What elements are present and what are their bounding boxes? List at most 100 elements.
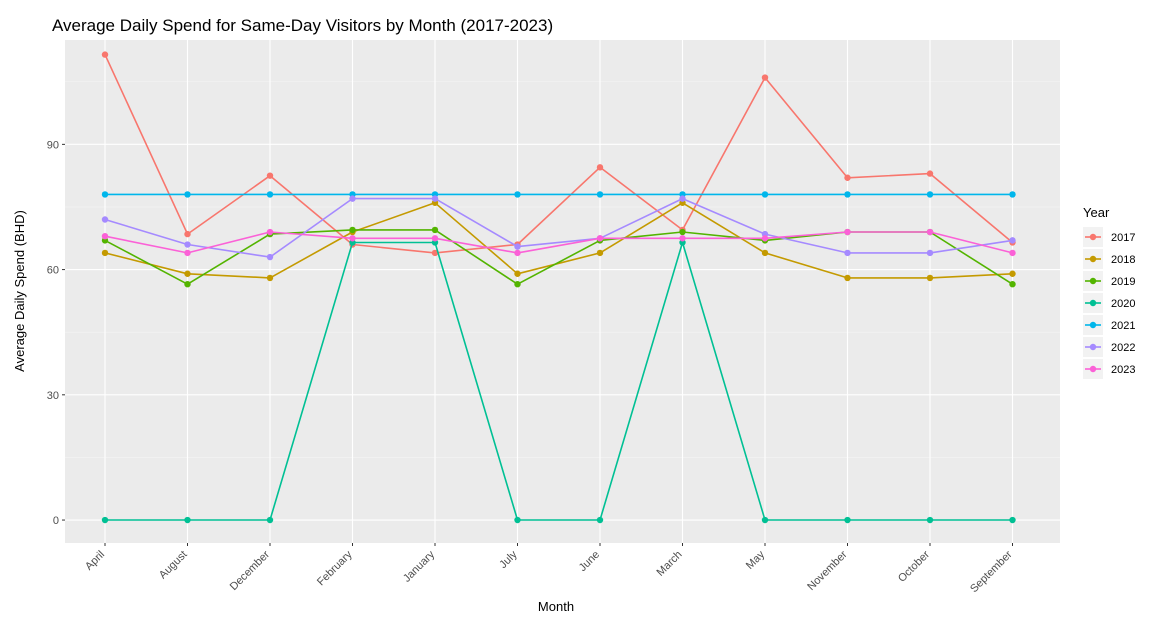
- data-point: [184, 230, 191, 238]
- data-point: [514, 516, 521, 524]
- data-point: [349, 235, 356, 242]
- legend-label: 2019: [1111, 276, 1135, 288]
- data-point: [101, 249, 109, 257]
- data-point: [1009, 516, 1016, 524]
- legend-label: 2017: [1111, 232, 1135, 244]
- data-point: [1009, 191, 1016, 198]
- legend-item-2019: 2019: [1083, 271, 1135, 291]
- data-point: [349, 226, 356, 234]
- legend-item-2021: 2021: [1083, 315, 1135, 335]
- x-axis-title: Month: [538, 599, 574, 614]
- data-point: [184, 191, 191, 198]
- data-point: [266, 228, 274, 236]
- data-point: [266, 516, 274, 524]
- legend-label: 2020: [1111, 298, 1135, 310]
- legend-item-2023: 2023: [1083, 359, 1135, 379]
- data-point: [926, 249, 934, 257]
- legend-item-2017: 2017: [1083, 227, 1135, 247]
- data-point: [1009, 237, 1016, 244]
- data-point: [1009, 249, 1016, 257]
- series-line: [104, 231, 1013, 254]
- series-layer: [101, 51, 1016, 524]
- legend-label: 2021: [1111, 320, 1135, 332]
- chart-title: Average Daily Spend for Same-Day Visitor…: [52, 16, 553, 35]
- series-2023: [101, 228, 1016, 257]
- data-point: [101, 191, 109, 198]
- data-point: [761, 249, 769, 257]
- data-point: [101, 51, 109, 58]
- legend-item-2018: 2018: [1083, 249, 1135, 269]
- data-point: [266, 253, 274, 261]
- legend-items: 2017 2018 2019 2020 2021 2022 2023: [1083, 227, 1135, 379]
- data-point: [184, 241, 191, 248]
- legend-key-point: [1089, 233, 1097, 241]
- x-tick-label: March: [655, 549, 685, 579]
- data-point: [184, 516, 191, 524]
- data-point: [101, 232, 109, 240]
- data-point: [761, 74, 769, 81]
- x-tick-label: June: [577, 549, 602, 574]
- legend-key-point: [1089, 365, 1097, 373]
- data-point: [844, 516, 851, 524]
- data-point: [679, 235, 686, 242]
- y-axis-ticks: 0 30 60 90: [47, 139, 65, 527]
- y-tick-label: 30: [47, 390, 59, 402]
- series-line: [105, 241, 1013, 521]
- data-point: [431, 235, 439, 242]
- y-axis-title: Average Daily Spend (BHD): [12, 210, 27, 372]
- data-point: [514, 280, 521, 288]
- x-tick-label: July: [497, 548, 520, 571]
- data-point: [184, 270, 191, 277]
- data-point: [926, 191, 934, 198]
- y-tick-label: 90: [47, 139, 59, 151]
- data-point: [349, 195, 356, 202]
- data-point: [101, 516, 109, 524]
- data-point: [844, 191, 851, 198]
- x-tick-label: December: [228, 548, 273, 593]
- data-point: [761, 191, 769, 198]
- data-point: [761, 516, 769, 524]
- x-tick-label: September: [968, 548, 1015, 595]
- data-point: [101, 216, 109, 223]
- data-point: [926, 274, 934, 282]
- data-point: [596, 516, 604, 524]
- data-point: [266, 274, 274, 282]
- y-tick-label: 0: [53, 515, 59, 527]
- series-line: [104, 202, 1013, 279]
- data-point: [596, 164, 604, 171]
- x-tick-label: April: [83, 549, 107, 573]
- data-point: [844, 174, 851, 181]
- data-point: [926, 228, 934, 236]
- series-2020: [101, 239, 1016, 524]
- legend-key-point: [1089, 277, 1097, 285]
- data-point: [679, 228, 686, 236]
- data-point: [844, 249, 851, 257]
- data-point: [1009, 280, 1016, 288]
- data-point: [184, 280, 191, 288]
- data-point: [514, 243, 521, 250]
- legend-key-point: [1089, 343, 1097, 351]
- data-point: [926, 170, 934, 177]
- data-point: [266, 191, 274, 198]
- data-point: [596, 235, 604, 242]
- data-point: [926, 516, 934, 524]
- series-2021: [101, 191, 1016, 198]
- x-tick-label: January: [401, 548, 438, 585]
- legend: Year 2017 2018 2019 2020 2021 2022 2023: [1083, 205, 1135, 379]
- x-tick-label: August: [157, 549, 190, 582]
- legend-item-2022: 2022: [1083, 337, 1135, 357]
- plot-panel: [65, 40, 1060, 543]
- data-point: [514, 191, 521, 198]
- y-tick-label: 60: [47, 265, 59, 277]
- legend-key-point: [1089, 299, 1097, 307]
- data-point: [761, 235, 769, 242]
- data-point: [679, 195, 686, 202]
- data-point: [514, 249, 521, 257]
- x-tick-label: October: [896, 548, 932, 584]
- series-line: [104, 197, 1013, 258]
- data-point: [1009, 270, 1016, 277]
- data-point: [431, 226, 439, 234]
- data-point: [266, 172, 274, 179]
- data-point: [596, 249, 604, 257]
